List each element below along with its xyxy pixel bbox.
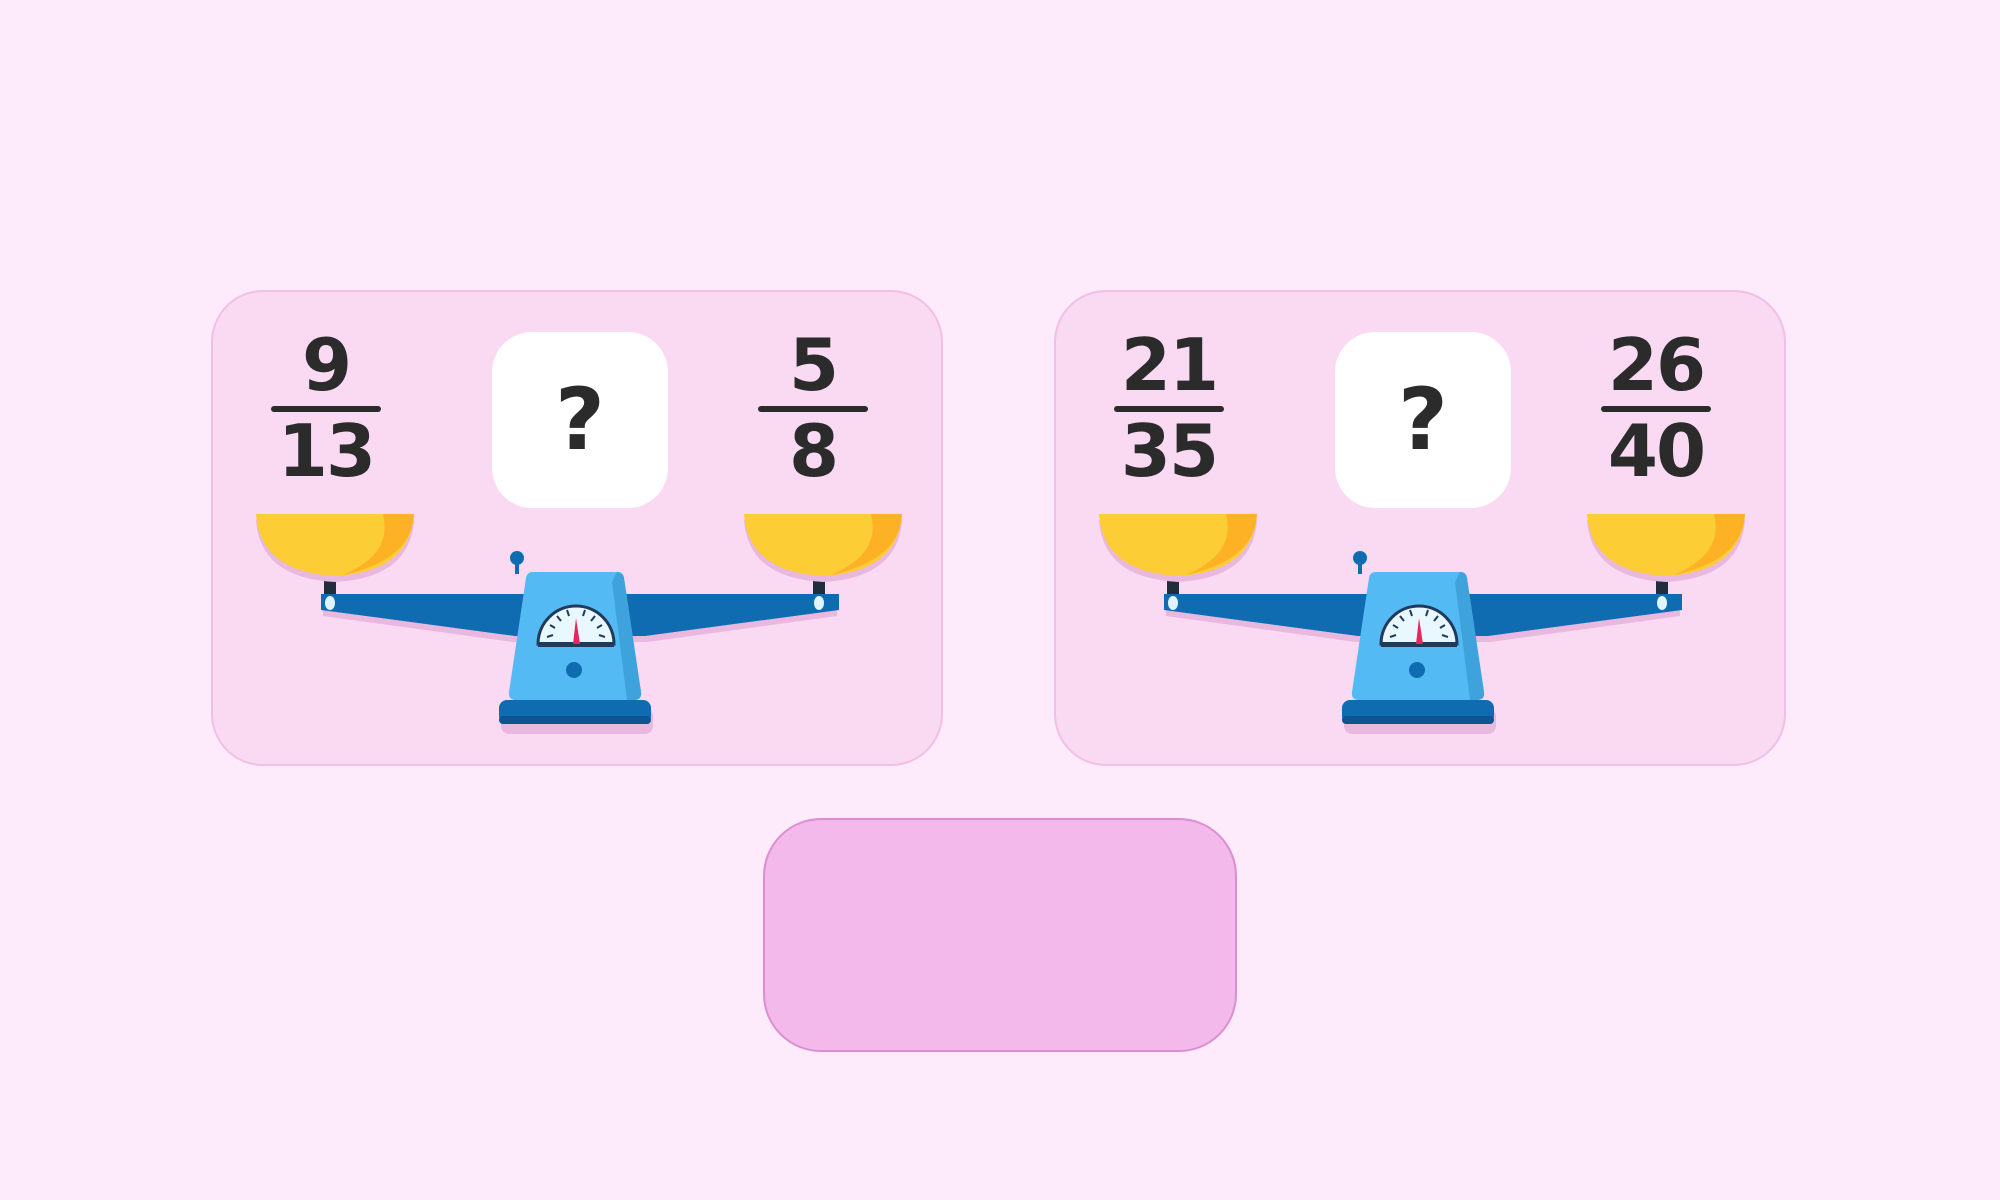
right-denominator: 40 — [1607, 409, 1706, 493]
answer-drop-slot[interactable] — [763, 818, 1237, 1052]
question-mark: ? — [555, 370, 605, 470]
right-numerator: 26 — [1607, 323, 1706, 407]
comparison-slot-button[interactable]: ? — [492, 332, 668, 508]
right-denominator: 8 — [788, 409, 839, 493]
left-numerator: 21 — [1120, 323, 1219, 407]
fraction-bar — [271, 406, 381, 412]
fraction-bar — [758, 406, 868, 412]
scale-dial-icon — [1379, 604, 1459, 647]
fraction-bar — [1601, 406, 1711, 412]
fraction-bar — [1114, 406, 1224, 412]
right-fraction: 26 40 — [1591, 328, 1721, 488]
comparison-card-1: 9 13 ? 5 8 — [211, 290, 943, 766]
left-denominator: 35 — [1120, 409, 1219, 493]
balance-scale-icon — [1099, 514, 1745, 734]
question-mark: ? — [1398, 370, 1448, 470]
left-numerator: 9 — [301, 323, 352, 407]
right-numerator: 5 — [788, 323, 839, 407]
left-fraction: 21 35 — [1104, 328, 1234, 488]
left-fraction: 9 13 — [261, 328, 391, 488]
left-denominator: 13 — [277, 409, 376, 493]
comparison-slot-button[interactable]: ? — [1335, 332, 1511, 508]
right-fraction: 5 8 — [748, 328, 878, 488]
balance-scale-icon — [256, 514, 902, 734]
scale-dial-icon — [536, 604, 616, 647]
comparison-card-2: 21 35 ? 26 40 — [1054, 290, 1786, 766]
